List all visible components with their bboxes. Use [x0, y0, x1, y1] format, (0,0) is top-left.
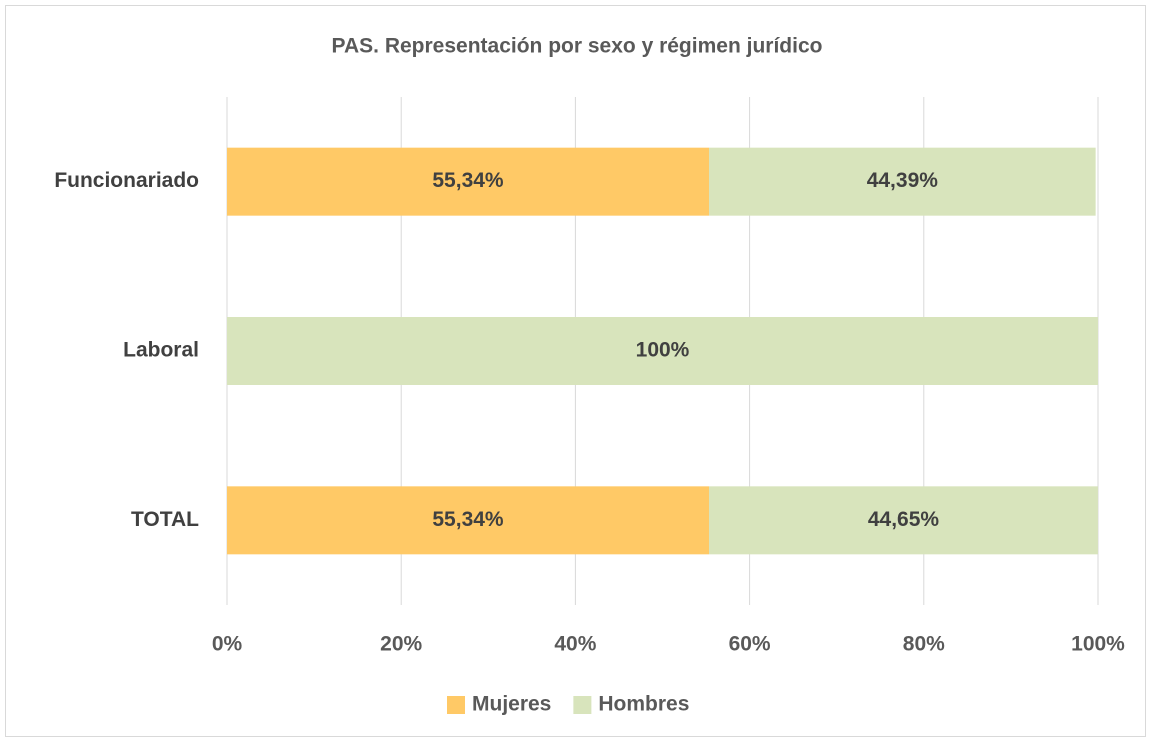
bar-segment — [709, 147, 1096, 216]
x-tick-label: 0% — [212, 633, 243, 656]
x-tick-label: 100% — [1071, 633, 1125, 656]
y-tick-label: Laboral — [123, 339, 199, 362]
y-tick-label: TOTAL — [131, 508, 199, 531]
data-label: 44,65% — [868, 508, 940, 531]
bar-segment — [227, 486, 710, 555]
bar-segment — [227, 317, 1098, 385]
x-tick-label: 60% — [729, 633, 771, 656]
data-label: 55,34% — [432, 169, 504, 192]
data-label: 55,34% — [432, 508, 504, 531]
legend-swatch — [573, 696, 592, 714]
bar-segment — [709, 486, 1098, 555]
legend-label: Mujeres — [472, 693, 551, 716]
y-tick-label: Funcionariado — [54, 169, 199, 192]
data-label: 44,39% — [867, 169, 939, 192]
legend-label: Hombres — [598, 693, 689, 716]
bar-segment — [227, 147, 710, 216]
x-tick-label: 40% — [554, 633, 596, 656]
chart-title: PAS. Representación por sexo y régimen j… — [332, 35, 823, 58]
x-tick-label: 80% — [903, 633, 945, 656]
legend-swatch — [447, 696, 465, 714]
x-tick-label: 20% — [380, 633, 422, 656]
data-label: 100% — [636, 339, 690, 362]
